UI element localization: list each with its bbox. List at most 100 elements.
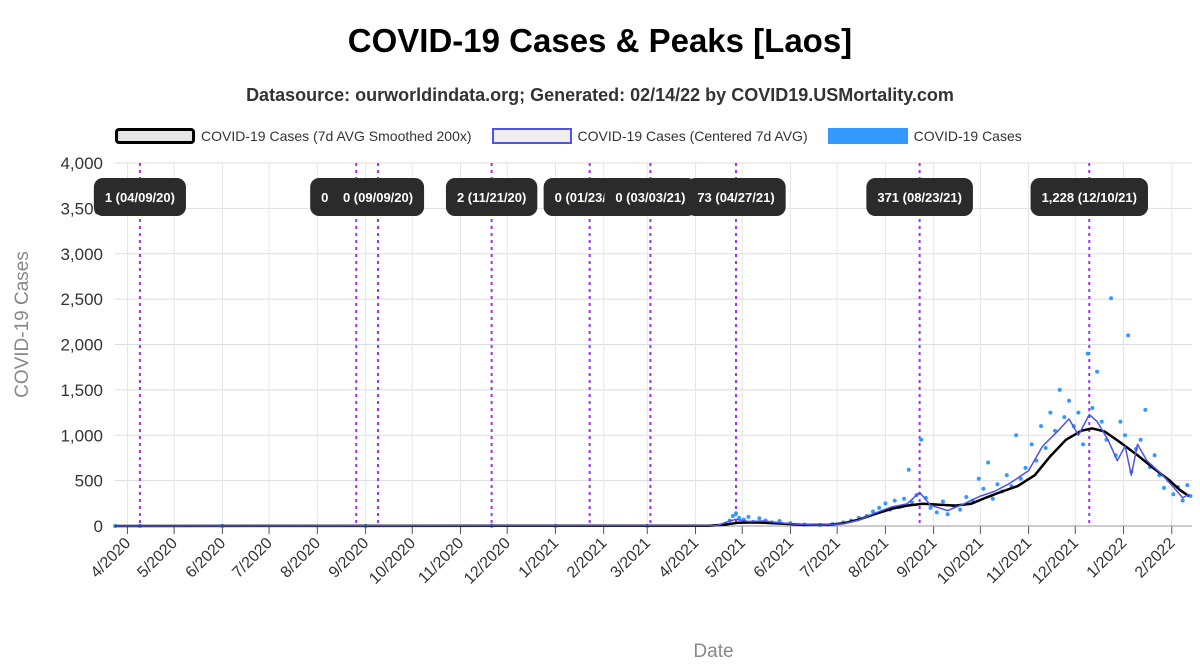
case-point (1161, 485, 1166, 490)
smoothed-avg-line (114, 427, 1190, 528)
case-point (883, 501, 888, 506)
case-point (958, 507, 963, 512)
x-tick-label: 6/2021 (751, 535, 798, 582)
y-tick-label: 3,000 (60, 245, 103, 264)
peak-label-group: 2 (11/21/20) (445, 178, 538, 216)
peak-label-box (866, 178, 973, 216)
x-tick-label: 11/2021 (983, 535, 1035, 587)
case-point (1109, 296, 1114, 301)
case-point (870, 509, 875, 514)
peak-label-box (93, 178, 186, 216)
legend-item-centered-avg[interactable]: COVID-19 Cases (Centered 7d AVG) (491, 128, 808, 144)
case-point (1185, 483, 1190, 488)
peak-label: 1,228 (12/10/21) (1042, 190, 1137, 205)
case-point (737, 515, 742, 520)
case-point (1004, 473, 1009, 478)
legend-swatch-centered-avg (491, 128, 572, 144)
x-tick-label: 10/2020 (366, 535, 419, 588)
case-point (902, 496, 907, 501)
x-tick-label: 5/2021 (702, 535, 749, 582)
peak-label-box (604, 178, 697, 216)
case-point (1057, 387, 1062, 392)
case-point (1081, 442, 1086, 447)
case-point (757, 516, 762, 521)
case-point (1067, 398, 1072, 403)
case-point (995, 482, 1000, 487)
case-point (1053, 428, 1058, 433)
x-tick-label: 4/2021 (656, 535, 703, 582)
case-point (934, 510, 939, 515)
case-point (1138, 437, 1143, 442)
case-point (1118, 419, 1123, 424)
x-tick-label: 11/2020 (415, 535, 467, 587)
legend-label-smoothed: COVID-19 Cases (7d AVG Smoothed 200x) (201, 128, 472, 144)
peak-label-group: 0 (09/09/20) (331, 178, 425, 216)
x-tick-label: 10/2021 (934, 535, 987, 588)
case-point (1171, 492, 1176, 497)
y-tick-label: 3,500 (60, 199, 103, 218)
case-point (1099, 419, 1104, 424)
y-tick-label: 1,000 (60, 426, 103, 445)
case-point (1014, 433, 1019, 438)
y-tick-label: 0 (94, 517, 103, 536)
x-tick-label: 9/2021 (894, 535, 941, 582)
y-tick-label: 4,000 (60, 154, 103, 173)
peak-label-group: 0 (03/03/21) (604, 178, 697, 216)
case-point (733, 511, 738, 516)
case-point (1085, 351, 1090, 356)
x-tick-label: 1/2022 (1084, 535, 1131, 582)
x-tick-label: 8/2020 (278, 535, 325, 582)
x-tick-label: 3/2021 (607, 535, 654, 582)
y-tick-label: 1,500 (60, 381, 103, 400)
case-point (1043, 445, 1048, 450)
x-tick-label: 7/2021 (797, 535, 844, 582)
y-tick-label: 500 (75, 472, 103, 491)
case-point (976, 476, 981, 481)
x-tick-label: 8/2021 (846, 535, 893, 582)
case-point (1123, 433, 1128, 438)
x-tick-label: 9/2020 (326, 535, 373, 582)
case-point (990, 496, 995, 501)
peak-label: 0 (09/09/20) (343, 190, 413, 205)
x-tick-label: 7/2020 (229, 535, 276, 582)
centered-avg-line (114, 413, 1190, 527)
x-tick-label: 2/2021 (564, 535, 611, 582)
case-point (1029, 442, 1034, 447)
legend-item-smoothed[interactable]: COVID-19 Cases (7d AVG Smoothed 200x) (115, 128, 472, 144)
x-tick-label: 2/2022 (1132, 535, 1179, 582)
peak-label-box (1030, 178, 1148, 216)
legend-swatch-smoothed (115, 128, 195, 144)
x-tick-label: 6/2020 (183, 535, 230, 582)
case-point (730, 514, 735, 519)
peak-label-box (445, 178, 538, 216)
y-axis-title: COVID-19 Cases (12, 251, 33, 398)
chart-legend: COVID-19 Cases (7d AVG Smoothed 200x) CO… (115, 124, 1042, 148)
case-point (928, 505, 933, 510)
case-point (981, 486, 986, 491)
case-point (1062, 415, 1067, 420)
case-point (1180, 498, 1185, 503)
peak-label: 73 (04/27/21) (697, 190, 774, 205)
case-point (986, 460, 991, 465)
case-point (1090, 406, 1095, 411)
peak-label-box (331, 178, 425, 216)
case-point (1076, 410, 1081, 415)
case-point (746, 514, 751, 519)
case-point (1023, 465, 1028, 470)
case-point (1126, 333, 1131, 338)
y-tick-label: 2,500 (60, 290, 103, 309)
peak-label: 2 (11/21/20) (457, 190, 526, 205)
chart-subtitle: Datasource: ourworldindata.org; Generate… (246, 85, 954, 105)
peak-label-group: 73 (04/27/21) (686, 178, 786, 216)
x-tick-label: 12/2021 (1029, 535, 1082, 588)
case-point (1039, 424, 1044, 429)
case-point (919, 437, 924, 442)
legend-label-centered-avg: COVID-19 Cases (Centered 7d AVG) (577, 128, 808, 144)
peak-label-box (686, 178, 786, 216)
case-point (1095, 369, 1100, 374)
x-tick-label: 5/2020 (134, 535, 181, 582)
legend-item-cases[interactable]: COVID-19 Cases (827, 128, 1022, 144)
case-point (1018, 476, 1023, 481)
peak-label: 371 (08/23/21) (877, 190, 962, 205)
